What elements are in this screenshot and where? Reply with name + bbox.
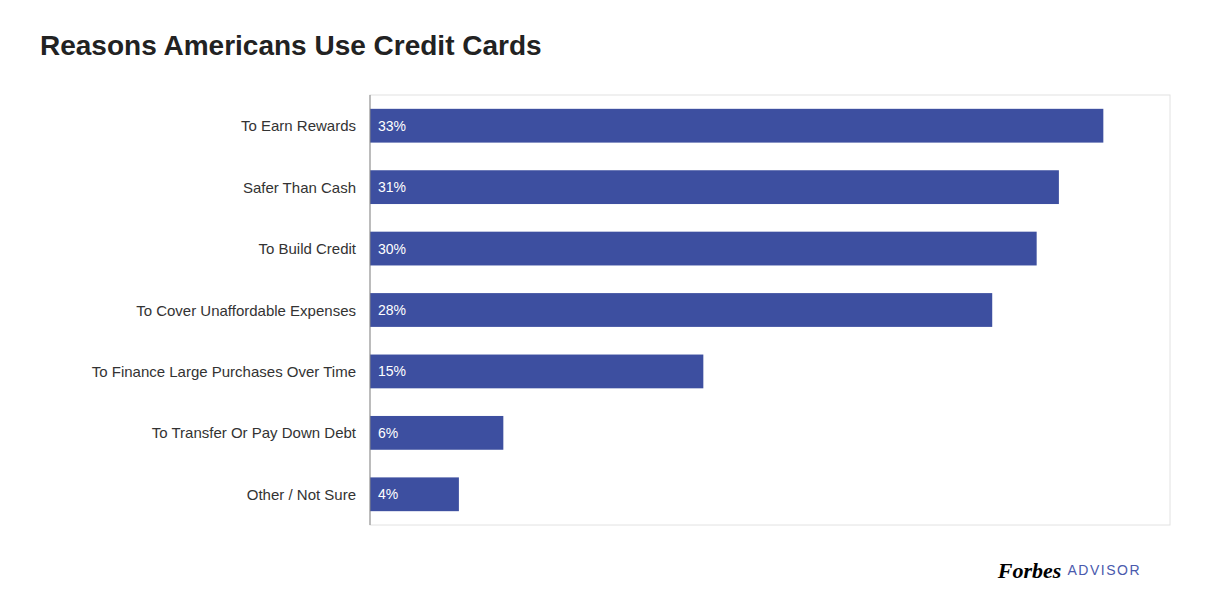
plot-frame bbox=[370, 95, 1170, 525]
bar bbox=[370, 109, 1103, 143]
annotation: Forbes bbox=[997, 558, 1062, 583]
data-label: 33% bbox=[378, 118, 406, 134]
data-label: 15% bbox=[378, 363, 406, 379]
category-label: To Build Credit bbox=[258, 240, 356, 257]
category-label: To Finance Large Purchases Over Time bbox=[92, 363, 356, 380]
data-label: 30% bbox=[378, 241, 406, 257]
category-label: To Transfer Or Pay Down Debt bbox=[152, 424, 357, 441]
chart: Reasons Americans Use Credit Cards 33% 31%… bbox=[0, 0, 1220, 602]
data-label: 6% bbox=[378, 425, 398, 441]
annotation: ADVISOR bbox=[1068, 562, 1142, 578]
category-label: To Earn Rewards bbox=[241, 117, 356, 134]
category-labels: To Earn Rewards Safer Than Cash To Build C… bbox=[92, 117, 357, 503]
title: Reasons Americans Use Credit Cards bbox=[40, 30, 542, 61]
axis-line bbox=[370, 95, 371, 525]
data-label: 4% bbox=[378, 486, 398, 502]
category-label: Safer Than Cash bbox=[243, 179, 356, 196]
bar bbox=[370, 355, 703, 389]
category-label: To Cover Unaffordable Expenses bbox=[136, 302, 356, 319]
data-labels: 33% 31% 30% 28% 15% 6% 4% bbox=[378, 118, 406, 503]
data-label: 28% bbox=[378, 302, 406, 318]
bar bbox=[370, 416, 503, 450]
bar bbox=[370, 477, 459, 511]
category-label: Other / Not Sure bbox=[247, 486, 356, 503]
bar bbox=[370, 293, 992, 327]
data-label: 31% bbox=[378, 179, 406, 195]
bar bbox=[370, 170, 1059, 204]
bars bbox=[370, 109, 1103, 511]
bar bbox=[370, 232, 1037, 266]
